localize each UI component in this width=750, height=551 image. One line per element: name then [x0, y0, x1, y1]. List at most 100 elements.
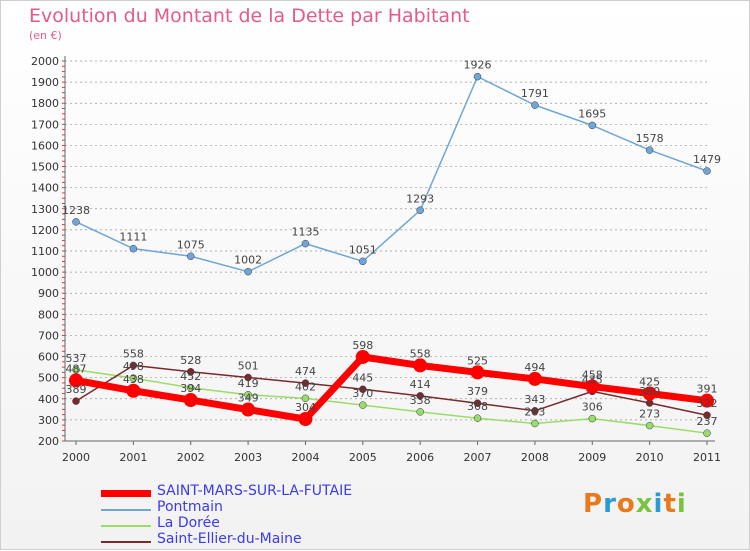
- data-point: [244, 267, 252, 276]
- y-tick-label: 1100: [31, 245, 59, 258]
- legend-label: SAINT-MARS-SUR-LA-FUTAIE: [157, 483, 353, 499]
- data-label: 435: [582, 373, 603, 386]
- y-tick-label: 600: [38, 351, 59, 364]
- y-tick-label: 1000: [31, 266, 59, 279]
- data-point: [186, 252, 195, 261]
- data-label: 458: [582, 369, 603, 382]
- data-point: [183, 393, 198, 408]
- data-point: [301, 394, 310, 403]
- y-tick-label: 1600: [31, 139, 59, 152]
- logo-letter: o: [616, 489, 636, 519]
- data-point: [703, 167, 711, 175]
- data-label: 1926: [464, 59, 492, 72]
- data-point: [413, 358, 428, 373]
- data-point: [244, 391, 252, 399]
- data-point: [703, 429, 711, 437]
- y-tick-label: 400: [38, 393, 59, 406]
- y-tick-label: 1900: [31, 76, 59, 89]
- data-label: 528: [180, 354, 201, 367]
- data-label: 1051: [349, 243, 377, 256]
- data-label: 304: [295, 401, 316, 414]
- data-label: 474: [295, 365, 316, 378]
- data-point: [703, 411, 711, 419]
- data-point: [129, 361, 138, 370]
- data-label: 1111: [119, 231, 147, 244]
- data-point: [298, 412, 313, 427]
- data-label: 494: [524, 361, 545, 374]
- data-label: 380: [639, 385, 660, 398]
- data-labels: 1238 1111 1075 1002 1135 1051 1293 1926 1791 1695…: [62, 59, 721, 429]
- y-tick-label: 800: [38, 308, 59, 321]
- data-point: [645, 146, 654, 154]
- legend-swatch: [101, 490, 151, 497]
- data-point: [301, 379, 310, 387]
- chart-title: Evolution du Montant de la Dette par Hab…: [29, 5, 470, 27]
- data-point: [585, 379, 600, 394]
- data-label: 391: [697, 383, 718, 396]
- logo-letter: r: [603, 489, 617, 519]
- data-point: [241, 402, 256, 417]
- data-label: 419: [238, 377, 259, 390]
- data-label: 370: [352, 387, 373, 400]
- data-point: [355, 349, 370, 364]
- data-point: [473, 72, 482, 81]
- data-label: 1238: [62, 204, 90, 217]
- data-point: [531, 407, 539, 415]
- data-point: [700, 393, 714, 408]
- series-line: [72, 353, 711, 423]
- data-label: 394: [180, 382, 201, 395]
- data-label: 498: [123, 360, 144, 373]
- data-point: [470, 365, 485, 380]
- data-label: 558: [123, 347, 144, 360]
- data-point: [186, 384, 195, 392]
- data-point: [359, 401, 367, 409]
- data-point: [473, 399, 482, 407]
- legend-swatch: [101, 541, 151, 543]
- data-point: [129, 244, 138, 253]
- data-label: 525: [467, 354, 488, 367]
- data-point: [531, 419, 539, 428]
- data-point: [72, 397, 80, 405]
- data-label: 349: [238, 392, 259, 405]
- chart-subtitle: (en €): [29, 29, 62, 42]
- grid-lines: [65, 60, 707, 442]
- data-label: 389: [66, 383, 87, 396]
- data-label: 558: [410, 347, 431, 360]
- data-label: 445: [352, 371, 373, 384]
- data-label: 306: [582, 401, 603, 414]
- data-point: [645, 399, 654, 407]
- axes: 200 300 400 500 600 700 800 900 1000 1100 1200 1300…: [31, 55, 721, 464]
- x-tick-label: 2002: [177, 451, 205, 464]
- data-label: 501: [238, 359, 259, 372]
- data-label: 237: [697, 415, 718, 428]
- data-point: [527, 371, 542, 386]
- x-tick-label: 2006: [406, 451, 434, 464]
- data-label: 414: [410, 378, 431, 391]
- data-point: [416, 408, 424, 416]
- series-line: [75, 364, 708, 416]
- x-tick-label: 2005: [349, 451, 377, 464]
- data-label: 487: [66, 362, 87, 375]
- data-label: 322: [697, 397, 718, 410]
- legend-swatch: [101, 525, 151, 527]
- data-point: [301, 239, 310, 248]
- data-label: 1791: [521, 87, 549, 100]
- logo-letter: P: [583, 489, 604, 519]
- x-tick-label: 2008: [521, 451, 549, 464]
- x-tick-label: 2007: [464, 451, 492, 464]
- data-label: 379: [467, 385, 488, 398]
- data-label: 1075: [177, 238, 205, 251]
- logo-letter: i: [676, 489, 687, 519]
- data-label: 452: [180, 370, 201, 383]
- x-tick-label: 2011: [693, 451, 721, 464]
- logo-letter: t: [663, 489, 677, 519]
- legend-label: La Dorée: [157, 515, 220, 531]
- x-tick-label: 2010: [636, 451, 664, 464]
- data-label: 438: [123, 373, 144, 386]
- data-label: 1135: [291, 226, 319, 239]
- x-tick-label: 2000: [62, 451, 90, 464]
- y-tick-label: 2000: [31, 55, 59, 68]
- data-point: [72, 218, 80, 226]
- y-tick-label: 500: [38, 372, 59, 385]
